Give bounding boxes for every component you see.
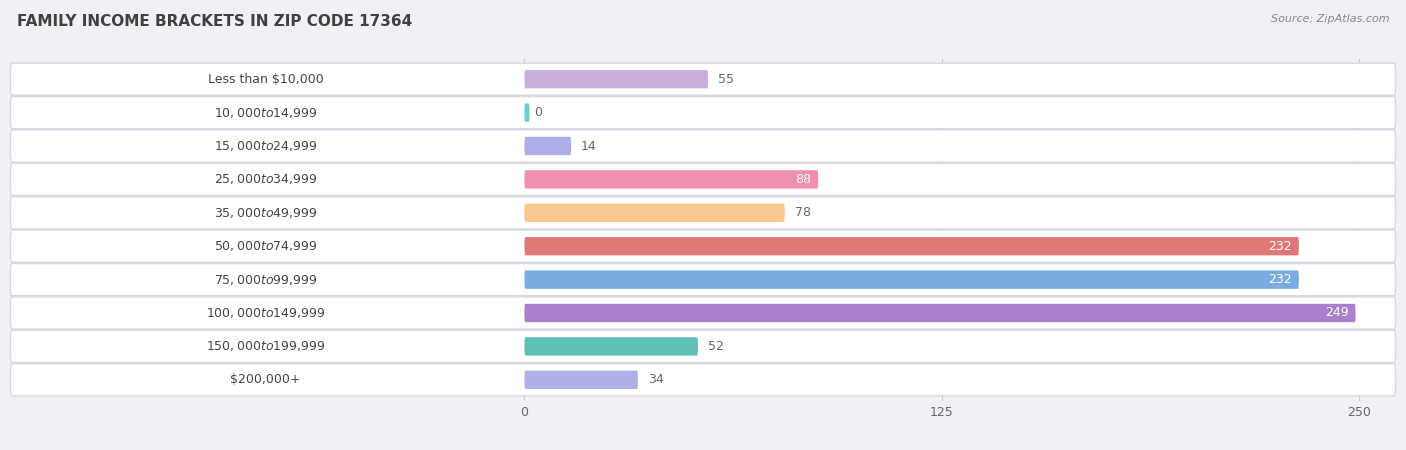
FancyBboxPatch shape	[10, 163, 1396, 195]
Text: $75,000 to $99,999: $75,000 to $99,999	[214, 273, 318, 287]
FancyBboxPatch shape	[524, 104, 530, 122]
FancyBboxPatch shape	[10, 63, 1396, 95]
FancyBboxPatch shape	[524, 270, 1299, 289]
Text: $35,000 to $49,999: $35,000 to $49,999	[214, 206, 318, 220]
Text: 249: 249	[1326, 306, 1348, 320]
Text: $50,000 to $74,999: $50,000 to $74,999	[214, 239, 318, 253]
Text: 52: 52	[709, 340, 724, 353]
FancyBboxPatch shape	[14, 234, 517, 258]
Text: 78: 78	[794, 206, 811, 219]
Text: $10,000 to $14,999: $10,000 to $14,999	[214, 106, 318, 120]
Text: $200,000+: $200,000+	[231, 374, 301, 386]
FancyBboxPatch shape	[524, 137, 571, 155]
Text: $150,000 to $199,999: $150,000 to $199,999	[207, 339, 325, 353]
Text: $100,000 to $149,999: $100,000 to $149,999	[207, 306, 325, 320]
Text: 88: 88	[796, 173, 811, 186]
FancyBboxPatch shape	[10, 197, 1396, 229]
Text: Less than $10,000: Less than $10,000	[208, 73, 323, 86]
Text: 55: 55	[718, 73, 734, 86]
FancyBboxPatch shape	[14, 201, 517, 225]
FancyBboxPatch shape	[10, 330, 1396, 362]
FancyBboxPatch shape	[524, 371, 638, 389]
FancyBboxPatch shape	[524, 203, 785, 222]
Text: 14: 14	[581, 140, 598, 153]
Text: 34: 34	[648, 374, 664, 386]
FancyBboxPatch shape	[524, 70, 709, 88]
FancyBboxPatch shape	[14, 67, 517, 91]
FancyBboxPatch shape	[524, 237, 1299, 256]
FancyBboxPatch shape	[524, 170, 818, 189]
FancyBboxPatch shape	[524, 337, 697, 356]
FancyBboxPatch shape	[524, 304, 1355, 322]
Text: 232: 232	[1268, 273, 1292, 286]
FancyBboxPatch shape	[14, 268, 517, 292]
Text: 232: 232	[1268, 240, 1292, 253]
FancyBboxPatch shape	[10, 264, 1396, 296]
FancyBboxPatch shape	[10, 297, 1396, 329]
FancyBboxPatch shape	[14, 334, 517, 358]
Text: FAMILY INCOME BRACKETS IN ZIP CODE 17364: FAMILY INCOME BRACKETS IN ZIP CODE 17364	[17, 14, 412, 28]
FancyBboxPatch shape	[14, 167, 517, 191]
FancyBboxPatch shape	[14, 101, 517, 125]
FancyBboxPatch shape	[14, 368, 517, 392]
FancyBboxPatch shape	[14, 301, 517, 325]
FancyBboxPatch shape	[14, 134, 517, 158]
FancyBboxPatch shape	[10, 130, 1396, 162]
Text: 0: 0	[534, 106, 543, 119]
FancyBboxPatch shape	[10, 97, 1396, 129]
FancyBboxPatch shape	[10, 230, 1396, 262]
Text: $15,000 to $24,999: $15,000 to $24,999	[214, 139, 318, 153]
Text: $25,000 to $34,999: $25,000 to $34,999	[214, 172, 318, 186]
FancyBboxPatch shape	[10, 364, 1396, 396]
Text: Source: ZipAtlas.com: Source: ZipAtlas.com	[1271, 14, 1389, 23]
